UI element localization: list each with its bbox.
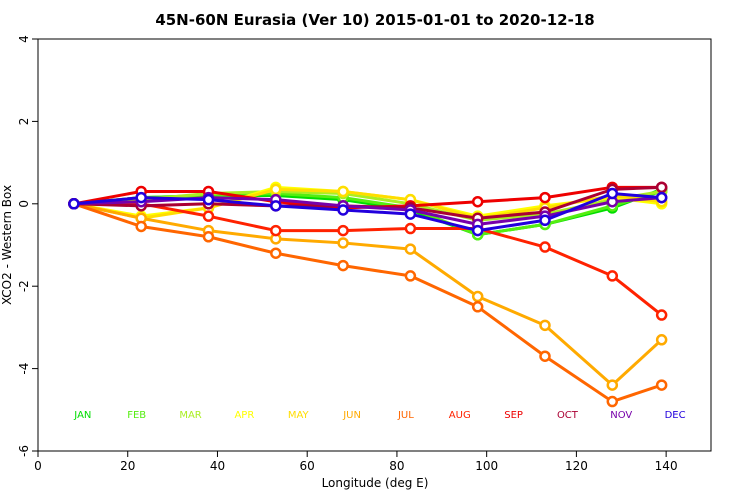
data-point: [337, 237, 349, 249]
x-tick-label: 60: [300, 459, 315, 473]
data-point: [337, 259, 349, 272]
data-point: [270, 247, 282, 259]
data-point: [135, 220, 147, 233]
series-line: [73, 202, 663, 387]
data-point: [404, 243, 417, 255]
x-tick-label: 20: [120, 459, 135, 473]
data-point: [202, 210, 215, 222]
data-point: [539, 241, 551, 253]
data-point: [471, 224, 484, 237]
data-point: [135, 191, 147, 204]
series-line: [73, 192, 662, 233]
x-tick-label: 120: [565, 459, 588, 473]
y-tick-label: -2: [17, 280, 31, 292]
y-tick-label: -6: [17, 445, 31, 457]
y-tick-label: 2: [17, 118, 31, 126]
y-tick-label: 0: [17, 200, 31, 208]
x-tick-label: 40: [210, 459, 225, 473]
data-point: [539, 191, 551, 204]
data-point: [337, 204, 349, 216]
data-point: [337, 185, 349, 198]
data-point: [471, 301, 484, 313]
legend-dec: DEC: [665, 410, 686, 421]
legend-may: MAY: [288, 410, 310, 421]
series-dec: [68, 187, 668, 237]
series-line: [73, 202, 663, 404]
y-tick-label: 4: [17, 35, 31, 43]
data-point: [404, 270, 417, 282]
data-point: [337, 224, 349, 237]
series-jun: [68, 198, 668, 391]
data-point: [606, 270, 619, 282]
legend-feb: FEB: [127, 410, 146, 421]
legend-oct: OCT: [557, 410, 579, 421]
data-point: [471, 290, 484, 303]
data-point: [539, 350, 551, 362]
data-point: [655, 334, 668, 346]
series-layer: [68, 181, 668, 408]
data-point: [655, 181, 668, 194]
data-point: [404, 222, 417, 235]
legend-mar: MAR: [179, 410, 201, 421]
data-point: [655, 379, 668, 391]
data-point: [202, 193, 215, 206]
x-tick-label: 80: [389, 459, 404, 473]
x-tick-label: 100: [475, 459, 498, 473]
legend-sep: SEP: [504, 410, 523, 421]
plot-frame: [37, 38, 712, 452]
legend-jan: JAN: [73, 410, 91, 421]
data-point: [539, 214, 551, 227]
y-tick-label: -4: [17, 363, 31, 375]
data-point: [270, 200, 282, 212]
legend-jul: JUL: [397, 410, 414, 421]
data-point: [655, 309, 668, 321]
data-point: [539, 319, 551, 332]
series-line: [73, 202, 663, 317]
data-point: [606, 379, 619, 391]
legend-aug: AUG: [449, 410, 471, 421]
data-point: [270, 183, 282, 196]
x-tick-label: 0: [34, 459, 42, 473]
legend-jun: JUN: [342, 410, 361, 421]
data-point: [606, 187, 619, 200]
chart-title: 45N-60N Eurasia (Ver 10) 2015-01-01 to 2…: [155, 11, 594, 29]
legend-nov: NOV: [610, 410, 632, 421]
data-point: [606, 395, 619, 408]
data-point: [404, 208, 417, 220]
data-point: [655, 191, 668, 204]
data-point: [68, 198, 80, 210]
data-point: [202, 231, 215, 243]
legend-apr: APR: [234, 410, 254, 421]
x-axis-label: Longitude (deg E): [322, 476, 429, 490]
data-point: [471, 195, 484, 208]
x-tick-label: 140: [655, 459, 678, 473]
data-point: [270, 224, 282, 237]
y-axis-label: XCO2 - Western Box: [0, 185, 14, 305]
axes: 0 20 40 60 80 100 120 140 -6 -4 -2 0 2 4: [17, 35, 678, 473]
legend: JAN FEB MAR APR MAY JUN JUL AUG SEP OCT NOV DEC: [73, 410, 685, 421]
